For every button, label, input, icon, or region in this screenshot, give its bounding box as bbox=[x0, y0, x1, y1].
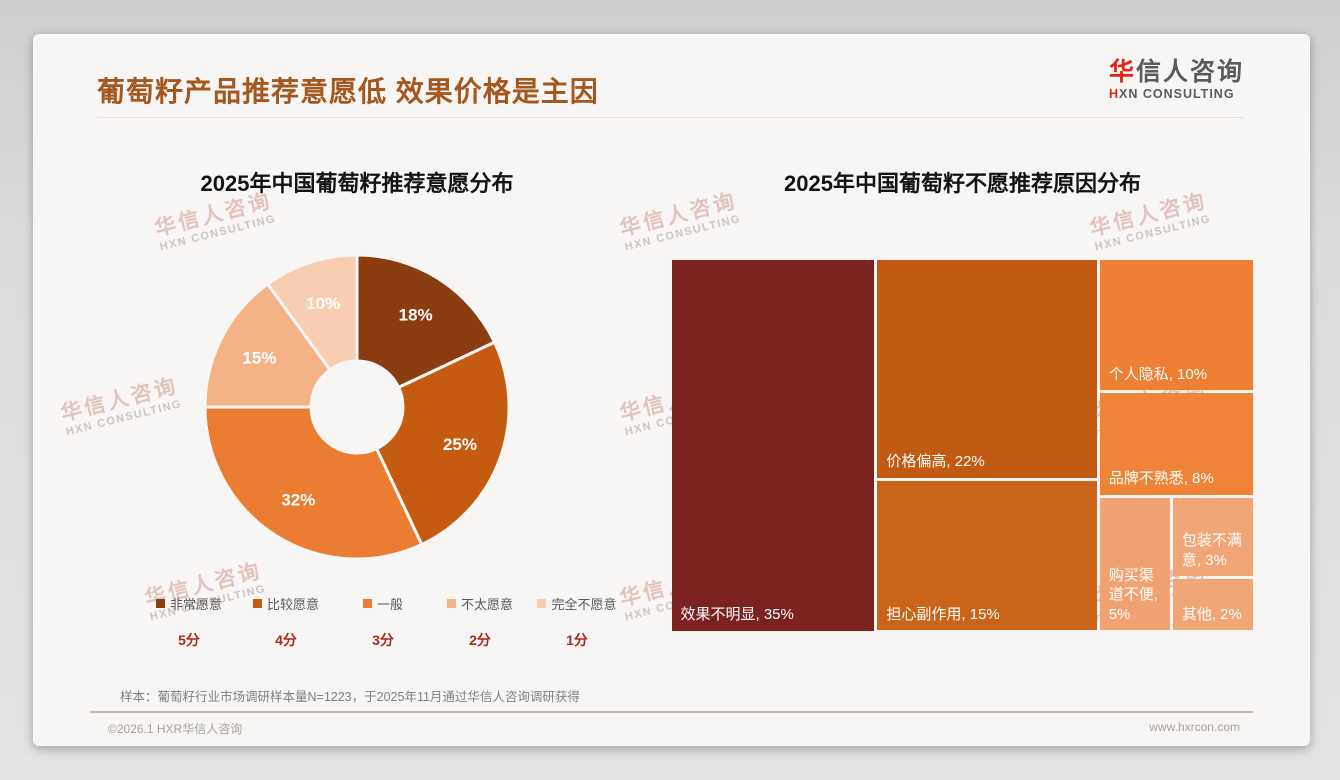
treemap-tile-4: 品牌不熟悉, 8% bbox=[1099, 393, 1254, 495]
legend-column-4: 完全不愿意 1分 bbox=[529, 594, 626, 650]
legend-label: 完全不愿意 bbox=[551, 597, 617, 612]
treemap-tile-7: 其他, 2% bbox=[1172, 579, 1254, 631]
legend-label: 一般 bbox=[376, 597, 403, 612]
donut-slice-label-2: 32% bbox=[281, 490, 315, 509]
legend-score-3: 2分 bbox=[469, 632, 491, 648]
treemap-tile-label: 价格偏高, 22% bbox=[886, 453, 985, 471]
treemap-tile-label: 包装不满意, 3% bbox=[1181, 532, 1242, 569]
page-title: 葡萄籽产品推荐意愿低 效果价格是主因 bbox=[97, 76, 599, 107]
treemap-chart: 效果不明显, 35% 价格偏高, 22% 担心副作用, 15% 个人隐私, 10% 品牌… bbox=[670, 258, 1255, 632]
footer-divider bbox=[90, 711, 1253, 713]
donut-slice-2 bbox=[203, 405, 424, 561]
footer-website: www.hxrcon.com bbox=[1149, 720, 1240, 734]
donut-chart-title: 2025年中国葡萄籽推荐意愿分布 bbox=[200, 171, 514, 196]
legend-swatch-icon bbox=[252, 599, 262, 608]
legend-item-0: 非常愿意 bbox=[155, 594, 222, 613]
legend-column-2: 一般 3分 bbox=[335, 594, 432, 650]
legend-item-4: 完全不愿意 bbox=[537, 594, 617, 613]
donut-slice-0 bbox=[355, 253, 497, 389]
legend-column-1: 比较愿意 4分 bbox=[238, 594, 335, 650]
footer-copyright: ©2026.1 HXR华信人咨询 bbox=[108, 722, 243, 736]
legend-item-3: 不太愿意 bbox=[446, 594, 513, 613]
legend-score-0: 5分 bbox=[178, 632, 200, 648]
sample-note: 样本：葡萄籽行业市场调研样本量N=1223，于2025年11月通过华信人咨询调研… bbox=[120, 690, 580, 704]
donut-legend: 非常愿意 5分 比较愿意 4分 一般 3分 不太愿意 2分 完全不愿意 1分 bbox=[118, 594, 648, 650]
legend-swatch-icon bbox=[362, 599, 372, 608]
treemap-tile-1: 价格偏高, 22% bbox=[877, 259, 1097, 478]
legend-swatch-icon bbox=[446, 599, 456, 608]
legend-score-1: 4分 bbox=[275, 632, 297, 648]
legend-label: 比较愿意 bbox=[266, 597, 319, 612]
watermark-2: 华信人咨询 HXN CONSULTING bbox=[1087, 188, 1213, 254]
title-divider bbox=[97, 117, 1244, 118]
logo-cn-text: 华信人咨询 bbox=[1108, 58, 1244, 86]
company-logo: 华信人咨询 HXN CONSULTING bbox=[1109, 58, 1244, 101]
treemap-tile-0: 效果不明显, 35% bbox=[671, 259, 875, 631]
legend-item-2: 一般 bbox=[362, 594, 403, 613]
donut-slice-label-3: 15% bbox=[242, 348, 276, 367]
watermark-en-text: HXN CONSULTING bbox=[1093, 212, 1213, 254]
logo-en-accent: H bbox=[1108, 86, 1119, 101]
legend-swatch-icon bbox=[537, 599, 547, 608]
donut-slice-4 bbox=[266, 253, 359, 372]
legend-label: 非常愿意 bbox=[169, 597, 222, 612]
logo-en-text: HXN CONSULTING bbox=[1108, 86, 1235, 101]
treemap-tile-label: 购买渠道不便, 5% bbox=[1108, 566, 1158, 623]
donut-slice-3 bbox=[203, 282, 332, 409]
legend-column-0: 非常愿意 5分 bbox=[141, 594, 238, 650]
treemap-tile-6: 包装不满意, 3% bbox=[1172, 497, 1254, 577]
treemap-tile-label: 效果不明显, 35% bbox=[680, 606, 794, 623]
logo-cn-accent: 华 bbox=[1108, 58, 1136, 86]
donut-slice-label-4: 10% bbox=[306, 294, 340, 313]
legend-item-1: 比较愿意 bbox=[252, 594, 319, 613]
legend-score-2: 3分 bbox=[372, 632, 394, 648]
treemap-tile-5: 购买渠道不便, 5% bbox=[1099, 497, 1170, 631]
treemap-tile-label: 品牌不熟悉, 8% bbox=[1108, 470, 1214, 488]
donut-slice-label-1: 25% bbox=[443, 435, 477, 454]
legend-swatch-icon bbox=[155, 599, 165, 608]
legend-label: 不太愿意 bbox=[460, 597, 513, 612]
slide-card: 华信人咨询 HXN CONSULTING 华信人咨询 HXN CONSULTING 华信… bbox=[33, 34, 1310, 746]
legend-score-4: 1分 bbox=[566, 632, 588, 648]
legend-column-3: 不太愿意 2分 bbox=[432, 594, 529, 650]
donut-slice-1 bbox=[375, 340, 511, 547]
treemap-tile-label: 个人隐私, 10% bbox=[1108, 365, 1208, 383]
watermark-en-text: HXN CONSULTING bbox=[623, 212, 743, 254]
watermark-1: 华信人咨询 HXN CONSULTING bbox=[617, 188, 743, 254]
treemap-tile-3: 个人隐私, 10% bbox=[1099, 259, 1254, 391]
treemap-tile-label: 其他, 2% bbox=[1181, 605, 1242, 623]
donut-slice-label-0: 18% bbox=[399, 306, 433, 325]
watermark-0: 华信人咨询 HXN CONSULTING bbox=[152, 188, 278, 253]
treemap-tile-2: 担心副作用, 15% bbox=[877, 480, 1097, 631]
treemap-tile-label: 担心副作用, 15% bbox=[886, 605, 1000, 623]
treemap-chart-title: 2025年中国葡萄籽不愿推荐原因分布 bbox=[784, 171, 1141, 196]
donut-chart: 18% 25% 32% 15% 10% bbox=[203, 253, 511, 561]
